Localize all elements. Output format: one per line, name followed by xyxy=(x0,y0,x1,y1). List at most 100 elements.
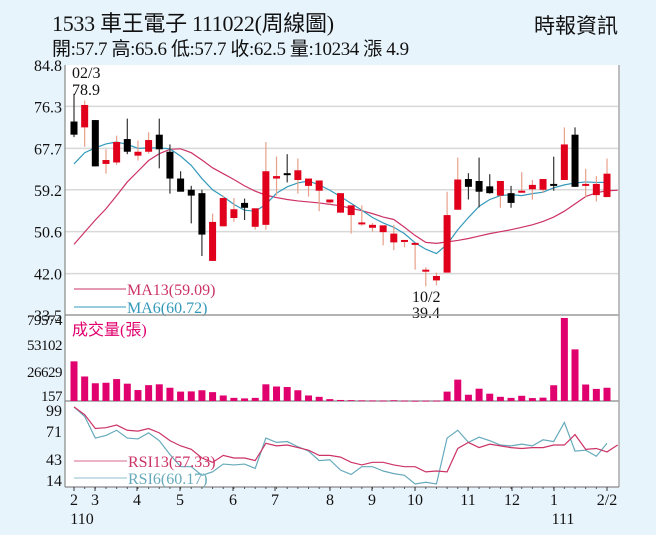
candle-down xyxy=(571,134,579,187)
candle-up xyxy=(273,176,281,179)
volume-tick-label: 53102 xyxy=(27,338,62,354)
candle-up xyxy=(496,180,504,196)
x-tick-label: 12 xyxy=(504,492,520,509)
volume-bar xyxy=(187,391,195,401)
candle-up xyxy=(379,225,387,233)
y-tick-label: 67.7 xyxy=(34,141,62,158)
volume-bar xyxy=(113,379,121,401)
volume-bar xyxy=(155,384,163,401)
volume-bar xyxy=(230,397,238,401)
source-label: 時報資訊 xyxy=(534,14,618,38)
volume-bar xyxy=(379,400,387,402)
volume-bar xyxy=(177,391,185,401)
plot-area xyxy=(65,65,619,487)
rsi13-legend-label: RSI13(57.33) xyxy=(128,454,216,471)
volume-bar xyxy=(347,400,355,401)
volume-bar xyxy=(496,396,504,401)
volume-bar xyxy=(475,388,483,401)
volume-bar xyxy=(326,399,334,401)
candle-down xyxy=(507,193,515,203)
volume-tick-label: 79574 xyxy=(27,313,63,329)
candle-down xyxy=(177,178,185,192)
x-tick-label: 4 xyxy=(133,492,141,509)
high-value-label: 78.9 xyxy=(72,82,100,99)
volume-bar xyxy=(219,395,227,401)
candle-up xyxy=(209,221,217,261)
ma6-legend-label: MA6(60.72) xyxy=(127,300,207,317)
volume-bar xyxy=(507,397,515,401)
low-date-label: 10/2 xyxy=(412,289,440,306)
volume-bar xyxy=(315,396,323,401)
volume-bar xyxy=(251,397,259,401)
candle-up xyxy=(539,179,547,190)
candle-down xyxy=(70,121,78,135)
x-tick-label: 11 xyxy=(460,492,475,509)
volume-bar xyxy=(603,387,611,401)
candle-up xyxy=(294,170,302,181)
volume-bar xyxy=(198,390,206,401)
volume-bar xyxy=(571,349,579,401)
candle-down xyxy=(283,173,291,176)
volume-bar xyxy=(432,400,440,402)
y-tick-label: 42.0 xyxy=(34,267,62,284)
candle-up xyxy=(337,193,344,213)
x-tick-label: 8 xyxy=(326,492,334,509)
rsi6-line xyxy=(73,406,608,485)
candle-up xyxy=(113,141,121,163)
volume-bar xyxy=(145,385,153,401)
volume-label: 成交量(張) xyxy=(72,321,147,339)
x-year-label: 111 xyxy=(552,511,575,528)
ma13-line xyxy=(73,148,618,245)
volume-bar xyxy=(528,398,536,401)
candle-up xyxy=(230,209,238,219)
volume-bar xyxy=(422,400,430,402)
chart-title: 1533 車王電子 111022(周線圖) xyxy=(52,11,334,36)
candle-up xyxy=(400,239,408,242)
y-tick-label: 33.5 xyxy=(34,308,62,325)
candle-up xyxy=(560,144,568,181)
candle-up xyxy=(422,269,430,272)
x-tick-label: 3 xyxy=(91,492,99,509)
volume-bar xyxy=(294,390,302,401)
volume-bar xyxy=(134,390,142,401)
candle-down xyxy=(464,179,472,187)
volume-bar xyxy=(102,382,110,401)
volume-bar xyxy=(518,395,526,401)
candle-up xyxy=(582,183,590,186)
candle-up xyxy=(134,151,142,156)
candle-up xyxy=(603,173,611,198)
candle-up xyxy=(454,179,462,210)
y-tick-label: 76.3 xyxy=(34,99,62,116)
volume-bar xyxy=(241,398,249,401)
volume-bar xyxy=(443,391,451,401)
rsi-tick-label: 71 xyxy=(46,424,62,441)
x-tick-label: 6 xyxy=(229,492,237,509)
volume-bar xyxy=(560,318,568,401)
ma13-legend-label: MA13(59.09) xyxy=(127,282,215,299)
volume-bar xyxy=(337,399,344,401)
volume-tick-label: 157 xyxy=(41,389,63,405)
candle-up xyxy=(411,242,419,245)
candle-up xyxy=(305,178,313,186)
volume-bar xyxy=(368,400,376,402)
candle-down xyxy=(155,134,163,150)
rsi6-legend-label: RSI6(60.17) xyxy=(128,471,208,488)
volume-bar xyxy=(305,395,313,401)
x-year-label: 110 xyxy=(70,511,93,528)
candle-down xyxy=(123,139,131,152)
high-date-label: 02/3 xyxy=(72,65,100,82)
volume-bar xyxy=(592,388,600,401)
candle-up xyxy=(315,180,323,191)
volume-bar xyxy=(262,384,270,401)
candle-up xyxy=(219,198,227,227)
volume-bar xyxy=(209,392,217,401)
rsi-tick-label: 14 xyxy=(46,473,62,490)
volume-bar xyxy=(464,394,472,401)
volume-bar xyxy=(390,400,398,402)
candle-down xyxy=(166,151,174,179)
volume-bar xyxy=(454,379,462,401)
volume-tick-label: 26629 xyxy=(27,365,62,381)
candle-up xyxy=(518,190,526,193)
candle-down xyxy=(91,120,99,167)
